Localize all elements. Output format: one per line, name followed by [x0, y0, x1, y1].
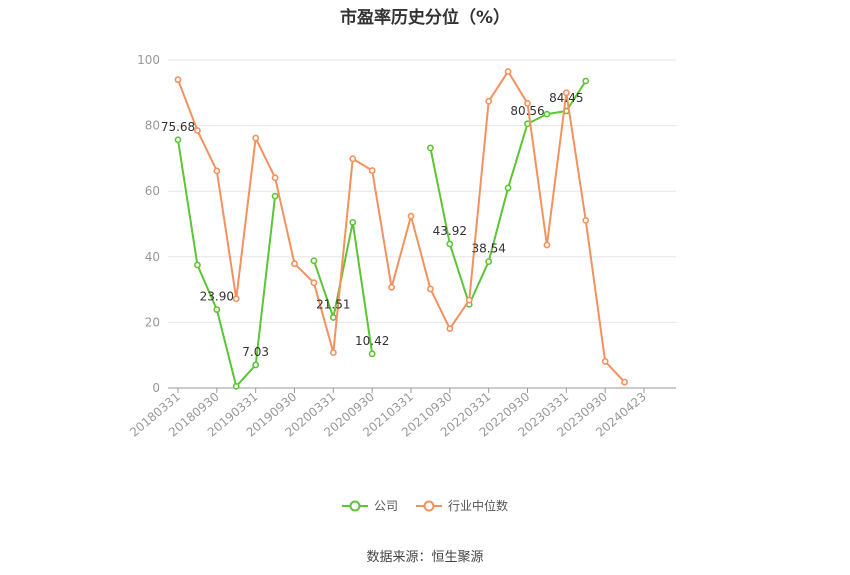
data-label: 80.56 — [510, 104, 544, 118]
data-point[interactable] — [232, 295, 240, 303]
data-point[interactable] — [621, 378, 628, 386]
data-point[interactable] — [194, 127, 201, 134]
y-tick-label: 60 — [145, 184, 160, 198]
data-point[interactable] — [368, 350, 376, 358]
data-point[interactable] — [543, 110, 551, 118]
data-point[interactable] — [504, 184, 512, 192]
data-label: 21.51 — [316, 297, 350, 311]
data-source: 数据来源：恒生聚源 — [366, 550, 484, 565]
data-point[interactable] — [291, 260, 298, 268]
data-label: 75.68 — [161, 120, 195, 134]
data-point[interactable] — [174, 76, 182, 84]
legend-swatch-industry — [416, 500, 442, 511]
data-point[interactable] — [310, 279, 318, 287]
y-tick-label: 80 — [145, 119, 160, 133]
data-point[interactable] — [271, 192, 279, 200]
data-point[interactable] — [232, 382, 240, 390]
data-point[interactable] — [504, 68, 512, 75]
data-point[interactable] — [485, 97, 493, 105]
data-point[interactable] — [465, 296, 473, 304]
data-point[interactable] — [427, 285, 434, 293]
data-point[interactable] — [485, 258, 493, 265]
legend-item-company[interactable]: 公司 — [341, 497, 398, 514]
data-point[interactable] — [329, 349, 337, 356]
y-axis: 0 20 40 60 80 100 — [137, 53, 160, 395]
data-point[interactable] — [388, 283, 395, 291]
legend-label-industry: 行业中位数 — [448, 499, 509, 513]
chart-title: 市盈率历史分位（%） — [339, 8, 511, 28]
legend-item-industry[interactable]: 行业中位数 — [416, 497, 508, 514]
data-point[interactable] — [427, 144, 434, 152]
data-point[interactable] — [310, 257, 318, 265]
y-tick-label: 0 — [152, 381, 160, 395]
series-line — [429, 80, 587, 306]
data-point[interactable] — [562, 89, 570, 97]
series-line — [177, 139, 277, 388]
data-point[interactable] — [252, 361, 260, 369]
legend: 公司 行业中位数 — [0, 497, 850, 514]
y-tick-label: 40 — [145, 250, 160, 264]
data-point[interactable] — [252, 134, 260, 142]
series-0 — [174, 77, 590, 390]
data-point[interactable] — [407, 212, 415, 220]
data-labels: 75.68 23.90 7.03 21.51 10.42 43.92 38.54 80.56 8… — [161, 91, 584, 359]
grid-lines — [168, 59, 676, 323]
data-point[interactable] — [271, 174, 279, 182]
legend-label-company: 公司 — [373, 499, 398, 513]
series-layer — [174, 68, 628, 390]
x-axis: 2018033120180930201903312019093020200331… — [127, 387, 676, 440]
data-point[interactable] — [368, 167, 376, 174]
data-label: 23.90 — [200, 290, 234, 304]
data-point[interactable] — [543, 241, 551, 249]
data-label: 10.42 — [355, 334, 389, 348]
data-point[interactable] — [174, 136, 182, 144]
y-tick-label: 20 — [145, 315, 160, 329]
data-point[interactable] — [213, 306, 221, 314]
series-line — [177, 70, 626, 383]
series-1 — [174, 68, 628, 386]
data-label: 84.45 — [549, 91, 583, 105]
series-line — [312, 221, 374, 354]
data-point[interactable] — [446, 325, 454, 333]
data-point[interactable] — [582, 216, 590, 224]
data-point[interactable] — [329, 314, 337, 321]
data-point[interactable] — [349, 218, 357, 226]
data-point[interactable] — [524, 99, 531, 107]
data-point[interactable] — [601, 358, 609, 365]
data-point[interactable] — [349, 155, 357, 163]
data-label: 43.92 — [433, 224, 467, 238]
data-point[interactable] — [213, 167, 221, 175]
data-point[interactable] — [446, 240, 454, 248]
data-label: 38.54 — [471, 242, 505, 256]
y-tick-label: 100 — [137, 53, 160, 67]
data-label: 7.03 — [242, 345, 269, 359]
data-point[interactable] — [194, 261, 201, 269]
legend-swatch-company — [341, 500, 368, 511]
data-point[interactable] — [582, 77, 590, 85]
